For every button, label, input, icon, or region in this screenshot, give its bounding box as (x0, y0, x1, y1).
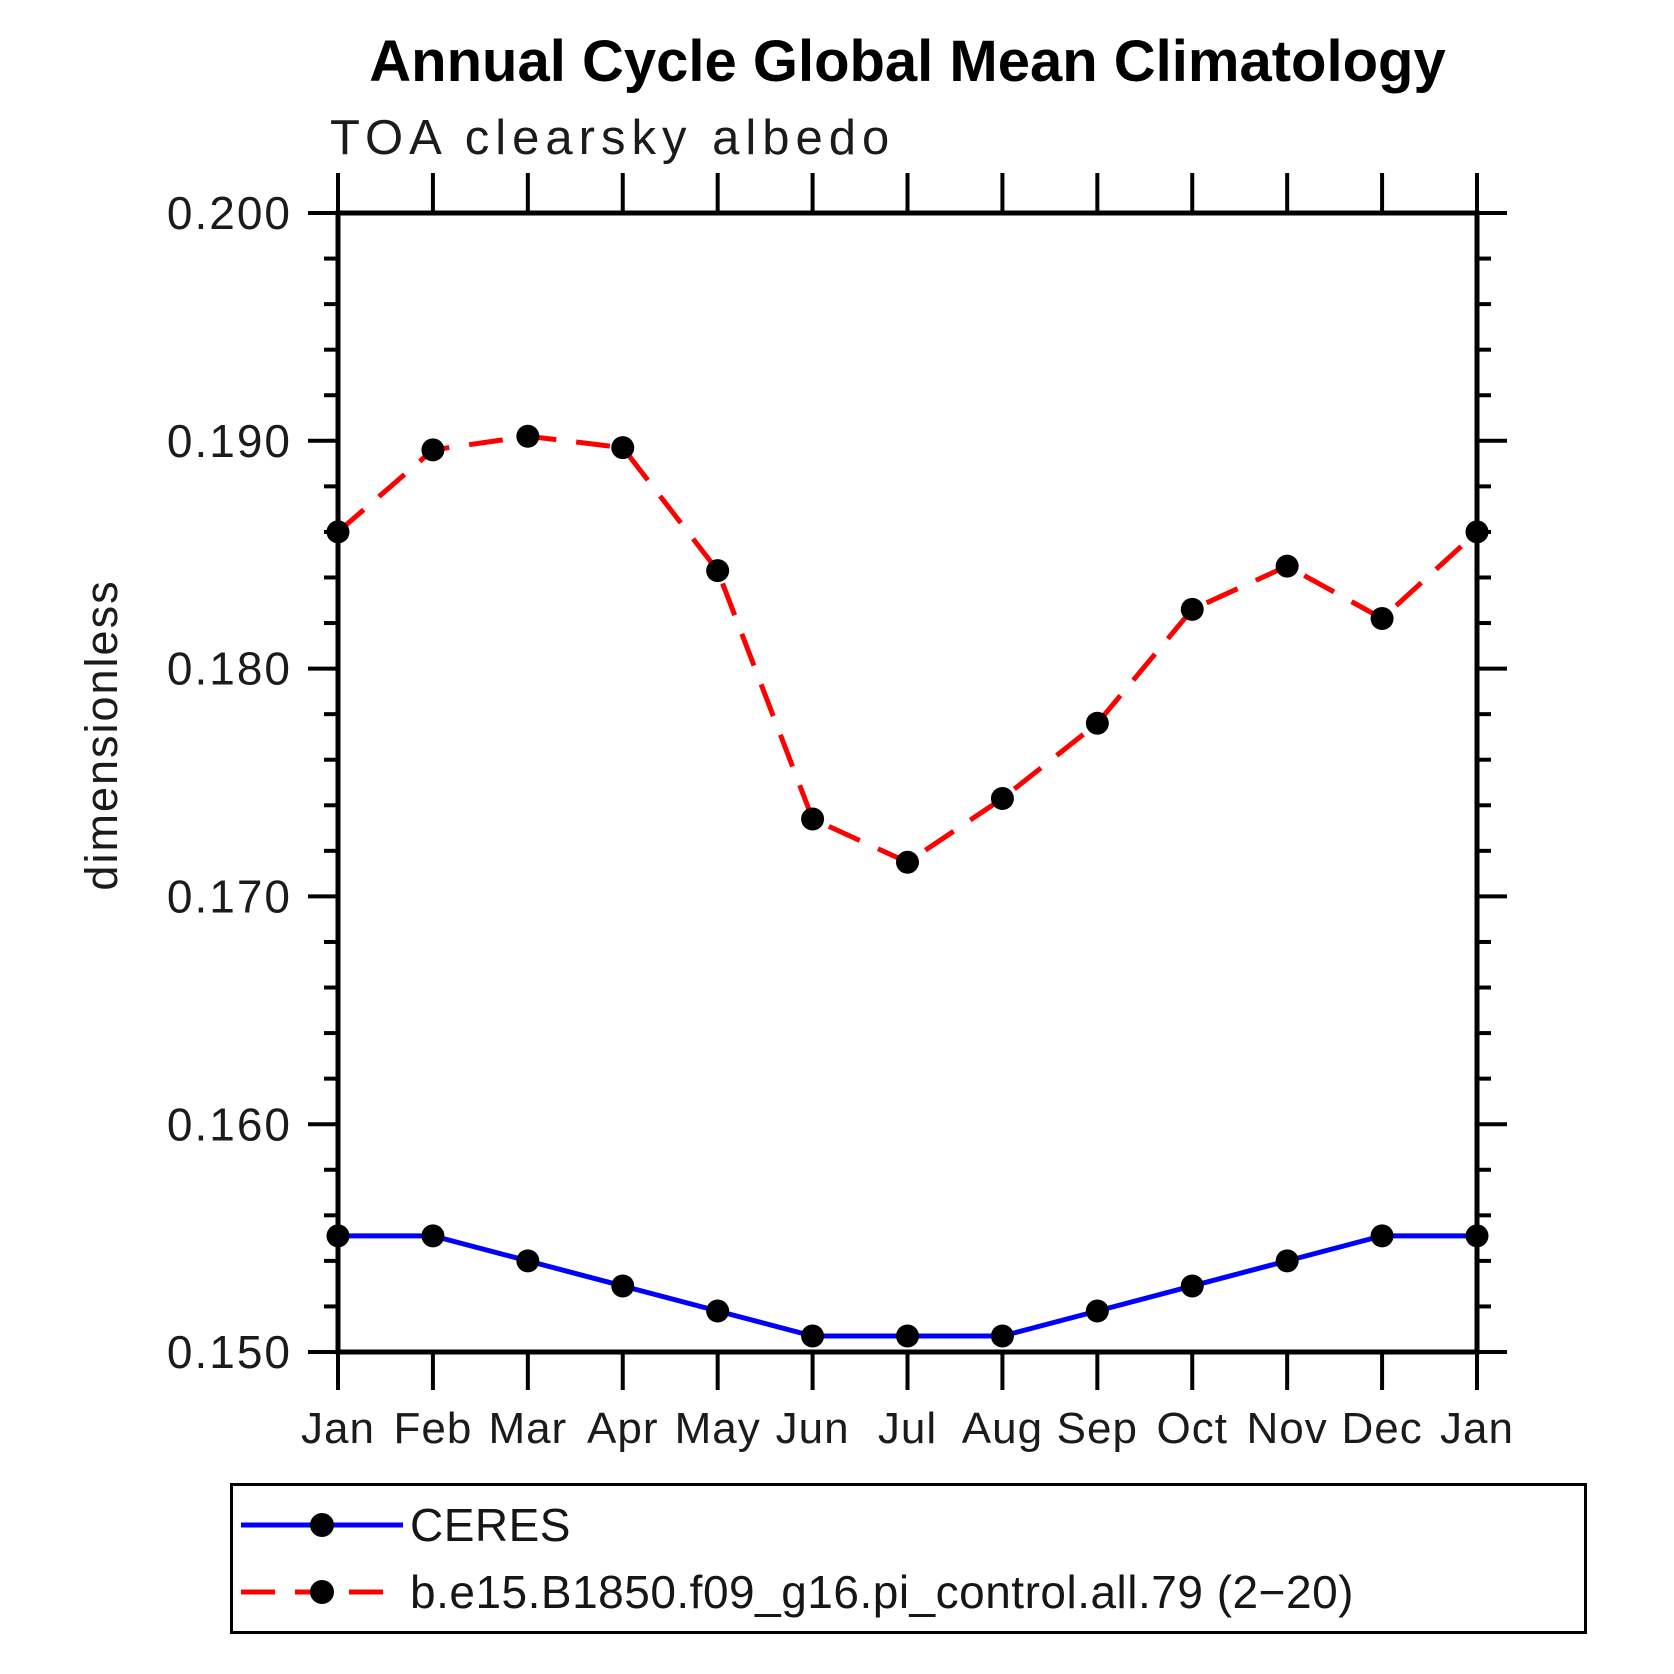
data-point (990, 786, 1014, 810)
x-tick-label: Aug (962, 1404, 1043, 1453)
y-tick-label: 0.180 (167, 643, 292, 695)
x-tick-label: Apr (587, 1404, 658, 1453)
x-tick-label: Feb (394, 1404, 473, 1453)
x-tick-label: Jan (1440, 1404, 1514, 1453)
data-point (1275, 1249, 1299, 1273)
data-point (990, 1324, 1014, 1348)
chart-subtitle: TOA clearsky albedo (330, 111, 896, 165)
data-point (1465, 520, 1489, 544)
x-tick-label: Dec (1341, 1404, 1422, 1453)
data-point (1465, 1224, 1489, 1248)
x-tick-label: Jul (878, 1404, 937, 1453)
data-point (326, 520, 350, 544)
data-point (1180, 597, 1204, 621)
data-point (611, 1274, 635, 1298)
x-tick-label: Jan (301, 1404, 375, 1453)
chart-title: Annual Cycle Global Mean Climatology (369, 29, 1446, 94)
legend-sample-dashed-line (241, 1579, 403, 1604)
data-point (801, 1324, 825, 1348)
data-point (706, 1299, 730, 1323)
y-tick-label: 0.150 (167, 1326, 292, 1378)
plot-frame (335, 210, 1480, 1355)
data-point (1085, 1299, 1109, 1323)
data-point (421, 438, 445, 462)
data-point (896, 850, 919, 874)
data-point (611, 436, 635, 460)
legend-sample-solid-line (241, 1513, 403, 1538)
legend-box: CERES b.e15.B1850.f09_g16.pi_control.all… (230, 1483, 1587, 1634)
legend-row-model: b.e15.B1850.f09_g16.pi_control.all.79 (2… (233, 1565, 1584, 1619)
data-point (801, 807, 825, 831)
legend-label-model: b.e15.B1850.f09_g16.pi_control.all.79 (2… (410, 1565, 1354, 1618)
y-tick-label: 0.200 (167, 187, 292, 239)
x-tick-label: May (675, 1404, 761, 1453)
data-point (706, 559, 730, 583)
data-point (326, 1224, 350, 1248)
data-point (516, 1249, 540, 1273)
data-point (1370, 606, 1394, 630)
series-line-model (336, 433, 1479, 866)
y-tick-label: 0.170 (167, 871, 292, 923)
y-tick-label: 0.160 (167, 1098, 292, 1150)
data-point (1275, 554, 1299, 578)
data-point (516, 424, 540, 448)
legend-marker-dot (310, 1579, 334, 1604)
data-point (421, 1224, 445, 1248)
legend-row-ceres: CERES (233, 1498, 1584, 1552)
x-tick-label: Nov (1247, 1404, 1328, 1453)
data-point (1085, 711, 1109, 735)
data-point (1370, 1224, 1394, 1248)
x-tick-label: Oct (1157, 1404, 1228, 1453)
x-tick-label: Jun (776, 1404, 850, 1453)
legend-marker-dot (310, 1513, 334, 1538)
legend-label-ceres: CERES (410, 1499, 571, 1552)
x-tick-label: Sep (1057, 1404, 1138, 1453)
y-tick-label: 0.190 (167, 415, 292, 467)
data-point (1180, 1274, 1204, 1298)
data-point (896, 1324, 919, 1348)
x-tick-label: Mar (488, 1404, 567, 1453)
series-line-ceres (338, 1233, 1477, 1339)
